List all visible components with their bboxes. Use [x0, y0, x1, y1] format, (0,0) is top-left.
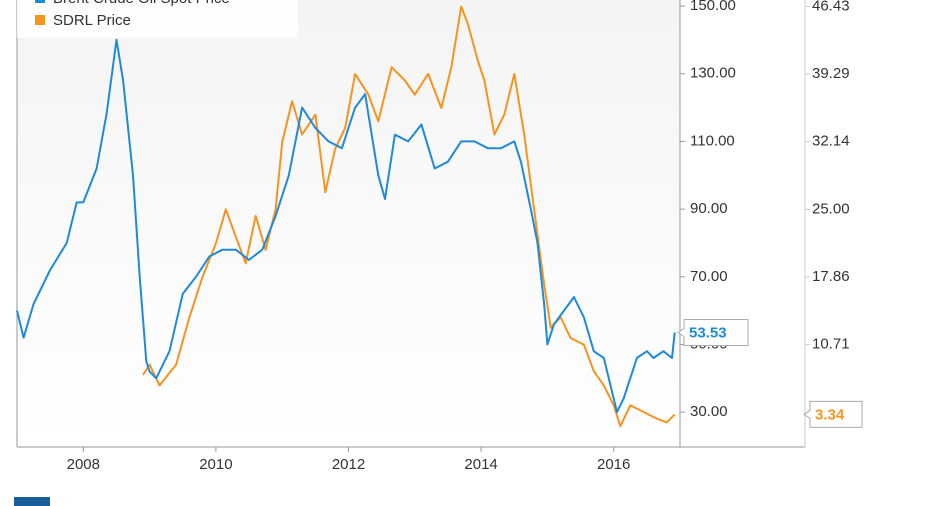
value-label-box — [677, 319, 749, 347]
y2-tick-label: 39.29 — [812, 65, 850, 82]
y2-tick-label: 10.71 — [812, 336, 850, 353]
y-tick-label: 110.00 — [690, 132, 735, 149]
logo — [14, 497, 50, 506]
x-tick-label: 2010 — [199, 456, 232, 473]
x-tick-label: 2012 — [332, 456, 365, 473]
series-line — [142, 5, 676, 428]
y2-tick-label: 17.86 — [812, 268, 850, 285]
legend-swatch — [35, 15, 45, 25]
legend: Brent Crude Oil Spot Price SDRL Price — [35, 0, 230, 29]
legend-box — [17, 0, 298, 38]
y-tick-label: 30.00 — [690, 403, 728, 420]
y2-tick-label: 46.43 — [812, 0, 850, 14]
plot-area — [17, 0, 680, 447]
y-tick-label: 130.00 — [690, 65, 736, 82]
y2-tick-label: 25.00 — [812, 200, 850, 217]
legend-swatch — [35, 0, 45, 3]
legend-label: SDRL Price — [53, 12, 131, 29]
series-line — [16, 38, 676, 414]
y-tick-label: 150.00 — [690, 0, 736, 14]
value-label-text: 53.53 — [689, 324, 727, 341]
value-label-text: 3.34 — [815, 406, 845, 423]
legend-label: Brent Crude Oil Spot Price — [53, 0, 230, 7]
value-label-box — [803, 400, 863, 428]
x-tick-label: 2016 — [597, 456, 630, 473]
value-label: 3.34 — [803, 400, 863, 428]
y2-tick-label: 32.14 — [812, 133, 850, 150]
y-tick-label: 70.00 — [690, 268, 728, 285]
y-tick-label: 90.00 — [690, 200, 728, 217]
value-label: 53.53 — [677, 319, 749, 347]
x-tick-label: 2008 — [67, 456, 100, 473]
x-tick-label: 2014 — [464, 456, 497, 473]
